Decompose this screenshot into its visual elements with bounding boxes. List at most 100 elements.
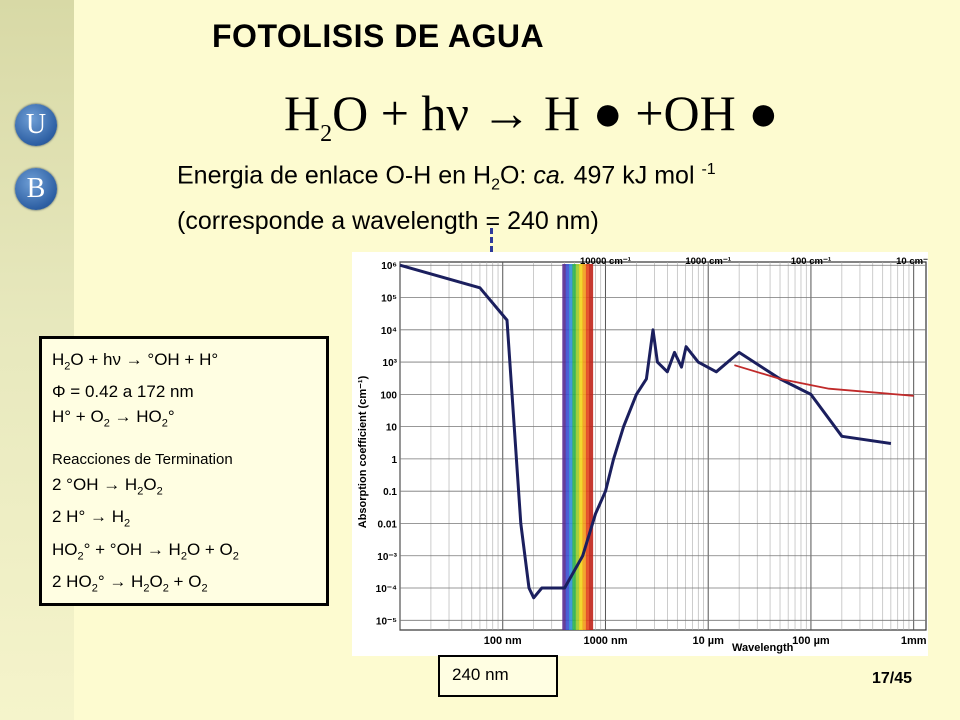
y-tick-label: 10⁻³	[377, 552, 397, 563]
y-tick-label: 0.01	[378, 519, 398, 530]
y-tick-label: 1	[391, 455, 397, 466]
series-red-curve	[734, 364, 914, 397]
logo-letter-u: U	[25, 109, 47, 140]
r1-a: H	[52, 350, 65, 369]
chart-series	[399, 263, 914, 600]
y-tick-label: 100	[380, 390, 397, 401]
slide-title: FOTOLISIS DE AGUA	[212, 18, 545, 54]
r1-sub: 2	[64, 360, 71, 373]
y-tick-label: 0.1	[383, 487, 397, 498]
spectrum-stripe	[569, 264, 573, 630]
t1-sub: 2	[137, 485, 144, 498]
r3-b: → HO	[109, 407, 162, 427]
page-number: 17/45	[872, 670, 913, 687]
r3-c: °	[167, 407, 175, 427]
t4-d: + O	[168, 571, 202, 591]
chart-grid	[399, 261, 927, 631]
t2-a: 2 H° → H	[52, 507, 124, 527]
energy-sub: 2	[491, 176, 500, 194]
y-tick-label: 10⁵	[381, 294, 397, 305]
energy-line-2: (corresponde a wavelength = 240 nm)	[177, 207, 599, 236]
chart-background	[352, 252, 928, 656]
logo-b-badge: B	[15, 168, 57, 210]
wavelength-240-label: 240 nm	[438, 655, 558, 697]
x-axis-label: Wavelength	[732, 642, 794, 654]
logo-u-badge: U	[15, 104, 57, 146]
spectrum-stripe	[579, 264, 584, 630]
eq-arrow: →	[481, 85, 532, 141]
visible-spectrum-band	[562, 264, 594, 630]
spectrum-stripe	[562, 264, 567, 630]
t3-c: O + O	[186, 539, 233, 559]
energy-sup: -1	[701, 161, 716, 178]
logo-letter-b: B	[26, 173, 46, 204]
top-tick-label: 100 cm⁻¹	[791, 256, 831, 267]
x-tick-label: 10 µm	[692, 635, 724, 647]
spectrum-stripe	[589, 264, 594, 630]
t4-c: O	[149, 571, 163, 591]
eq-left-h: H	[284, 85, 321, 141]
t4-a: 2 HO	[52, 571, 92, 591]
t4-sub3: 2	[162, 582, 169, 595]
y-tick-label: 10⁻⁵	[376, 616, 397, 627]
y-tick-label: 10³	[383, 358, 398, 369]
spectrum-stripe	[582, 264, 587, 630]
series-water-absorption	[399, 263, 892, 600]
t1-sub2: 2	[156, 485, 163, 498]
t3-b: ° + °OH → H	[83, 539, 181, 559]
t3-sub2: 2	[180, 549, 187, 562]
t4-b: ° → H	[97, 571, 144, 591]
termination-1: 2 °OH → H2O2	[52, 472, 326, 504]
t1-a: 2 °OH → H	[52, 474, 138, 494]
r3-sub2: 2	[161, 417, 168, 430]
t4-sub2: 2	[143, 582, 150, 595]
top-tick-label: 1000 cm⁻¹	[685, 256, 731, 267]
t3-sub: 2	[77, 549, 84, 562]
x-tick-label: 100 µm	[792, 635, 830, 647]
x-tick-label: 1000 nm	[583, 635, 627, 647]
energy-ca: ca.	[533, 161, 567, 190]
reactions-box: H2O + hν → °OH + H° Φ = 0.42 a 172 nm H°…	[39, 336, 329, 606]
energy-text-a: Energia de enlace O-H en H	[177, 161, 492, 190]
t4-sub: 2	[91, 582, 98, 595]
y-tick-label: 10	[386, 423, 398, 434]
r3-a: H° + O	[52, 407, 104, 427]
x-tick-label: 1mm	[901, 635, 927, 647]
bond-energy-text: Energia de enlace O-H en H2O: ca. 497 kJ…	[177, 152, 716, 239]
t4-sub4: 2	[201, 582, 208, 595]
y-axis-label: Absorption coefficient (cm⁻¹)	[357, 375, 369, 528]
y-tick-label: 10⁶	[381, 261, 397, 272]
spectrum-stripe	[572, 264, 577, 630]
energy-line-1: Energia de enlace O-H en H2O: ca. 497 kJ…	[177, 152, 716, 203]
eq-right: H ● +OH ●	[544, 85, 779, 141]
x-tick-label: 100 nm	[484, 635, 522, 647]
y-tick-label: 10⁻⁴	[376, 584, 397, 595]
top-tick-label: 10 cm⁻¹	[896, 256, 928, 267]
eq-left-o: O + h	[332, 85, 447, 141]
termination-heading: Reacciones de Termination	[52, 450, 233, 468]
y-tick-label: 10⁴	[381, 326, 397, 337]
energy-text-c: 497 kJ mol	[566, 161, 702, 190]
r3-sub: 2	[103, 417, 110, 430]
termination-3: HO2° + °OH → H2O + O2	[52, 537, 326, 569]
eq-nu: ν	[446, 85, 470, 141]
t1-b: O	[143, 474, 157, 494]
reaction-3: H° + O2 → HO2°	[52, 404, 326, 436]
energy-text-b: O:	[499, 161, 534, 190]
top-tick-label: 10000 cm⁻¹	[580, 256, 631, 267]
reaction-1: H2O + hν → °OH + H°	[52, 347, 326, 379]
termination-2: 2 H° → H2	[52, 504, 326, 536]
reaction-2: Φ = 0.42 a 172 nm	[52, 382, 194, 402]
t3-sub3: 2	[232, 549, 239, 562]
t3-a: HO	[52, 539, 78, 559]
termination-4: 2 HO2° → H2O2 + O2	[52, 569, 326, 601]
eq-left-sub: 2	[320, 121, 333, 147]
t2-sub: 2	[123, 517, 131, 530]
photolysis-equation: H2O + hν → H ● +OH ●	[284, 84, 778, 148]
spectrum-stripe	[565, 264, 570, 630]
spectrum-stripe	[575, 264, 580, 630]
r1-b: O + hν → °OH + H°	[70, 350, 219, 369]
spectrum-stripe	[585, 264, 590, 630]
